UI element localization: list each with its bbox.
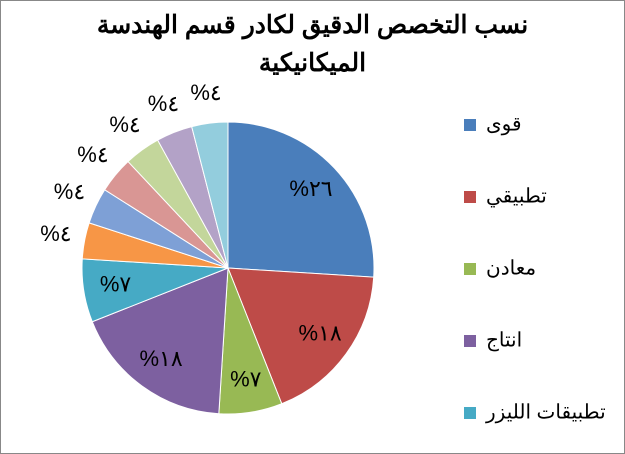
pie-slice (191, 121, 229, 269)
pie-slice (91, 267, 229, 415)
data-label: %٤ (109, 112, 140, 137)
legend-swatch (464, 191, 476, 203)
legend-swatch (464, 335, 476, 347)
data-label: %١٨ (299, 321, 342, 346)
data-label: %٧ (230, 366, 262, 391)
data-label: %٤ (40, 221, 71, 246)
legend-swatch (464, 119, 476, 131)
legend-label: تطبيقي (486, 185, 547, 207)
data-label: %٧ (100, 272, 132, 297)
pie-slice (227, 121, 375, 278)
legend-label: قوى (486, 113, 522, 135)
data-label: %٤ (54, 179, 85, 204)
data-label: %٤ (190, 80, 221, 105)
data-label: %٤ (148, 91, 179, 116)
legend-label: انتاج (486, 329, 522, 351)
legend-label: معادن (486, 257, 536, 279)
data-label: %١٨ (139, 346, 182, 371)
chart-title: نسب التخصص الدقيق لكادر قسم الهندسة المي… (96, 11, 529, 77)
data-label: %٤ (77, 142, 108, 167)
pie-slice (227, 267, 375, 405)
legend-swatch (464, 263, 476, 275)
legend-swatch (464, 407, 476, 419)
legend-label: تطبيقات الليزر (485, 401, 606, 423)
data-label: %٢٦ (289, 176, 332, 201)
